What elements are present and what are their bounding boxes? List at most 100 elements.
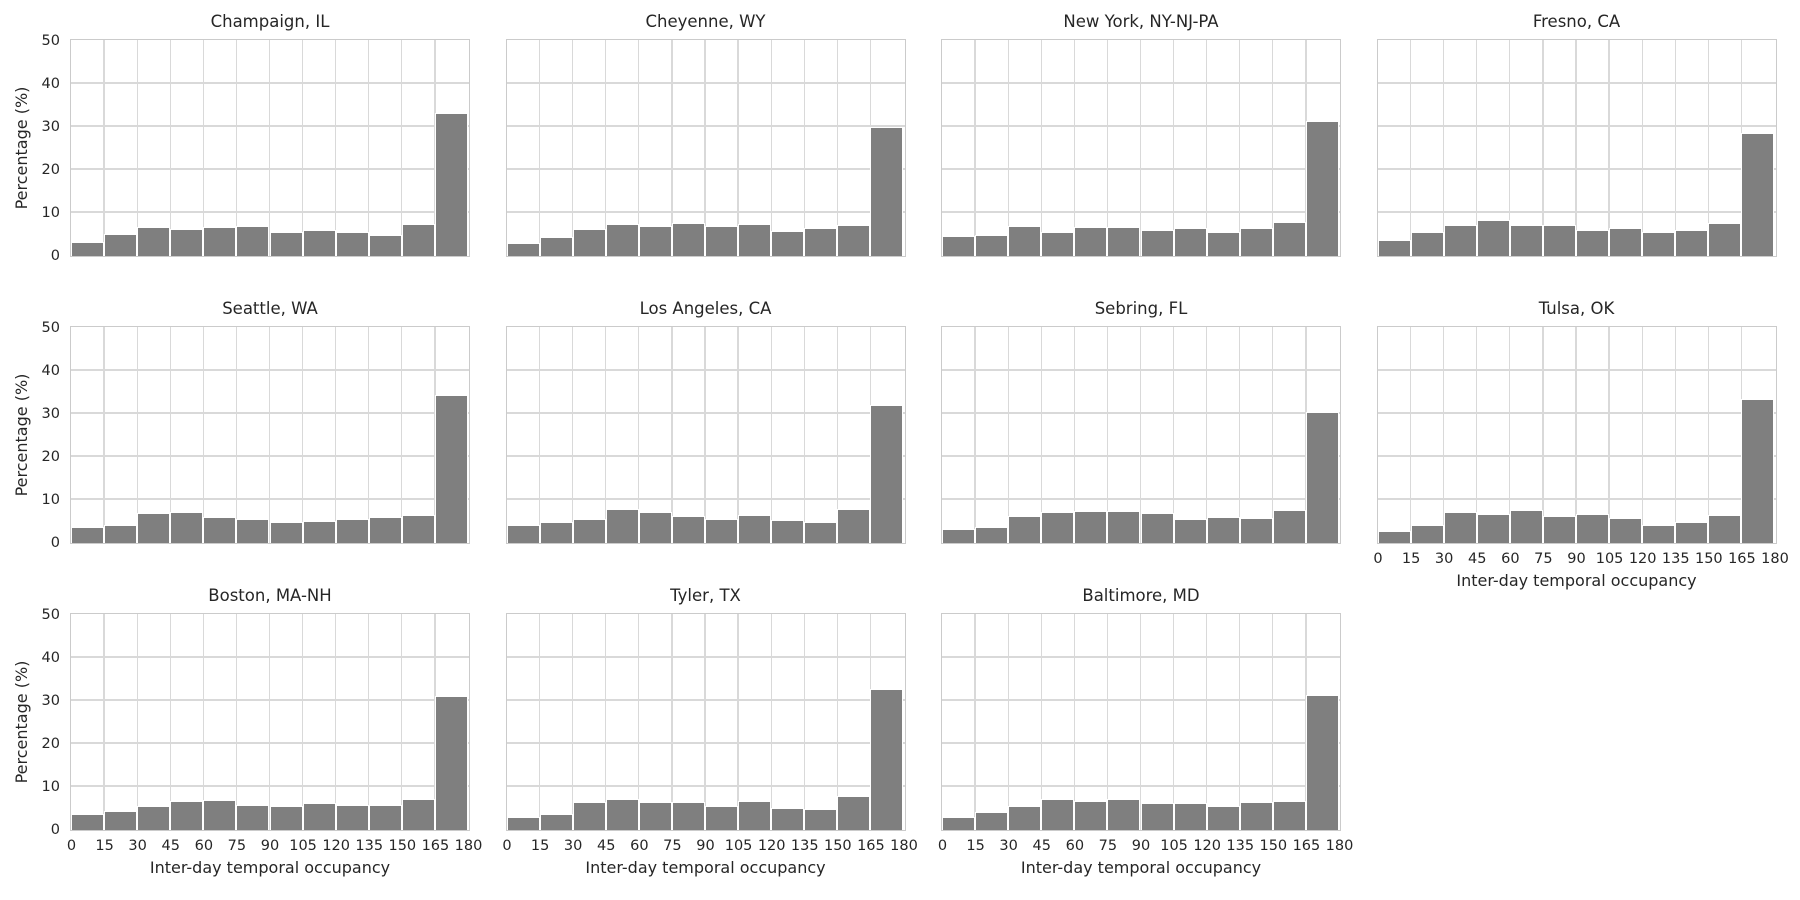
- histogram-bar: [1476, 514, 1510, 543]
- x-tick-label: 150: [388, 838, 417, 854]
- histogram-bar: [1642, 231, 1676, 256]
- x-tick-label: 105: [1160, 838, 1188, 854]
- histogram-bar: [170, 512, 204, 543]
- histogram-bar: [1206, 517, 1240, 543]
- x-tick-label: 180: [1325, 838, 1354, 854]
- y-axis-label: Percentage (%): [12, 660, 31, 784]
- gridline: [1542, 40, 1544, 256]
- gridline: [235, 327, 237, 543]
- gridline: [71, 656, 469, 658]
- gridline: [368, 327, 370, 543]
- gridline: [71, 455, 469, 457]
- gridline: [942, 412, 1340, 414]
- gridline: [202, 327, 204, 543]
- gridline: [942, 168, 1340, 170]
- histogram-bar: [1074, 801, 1108, 830]
- gridline: [1272, 40, 1274, 256]
- gridline: [836, 614, 838, 830]
- histogram-bar: [638, 512, 672, 543]
- histogram-bar: [870, 127, 904, 256]
- gridline: [770, 327, 772, 543]
- gridline: [1073, 40, 1075, 256]
- histogram-bar: [203, 516, 237, 543]
- gridline: [638, 614, 640, 830]
- histogram-bar: [506, 524, 540, 543]
- gridline: [1674, 327, 1676, 543]
- y-tick-label: 30: [41, 692, 60, 709]
- gridline: [71, 82, 469, 84]
- histogram-bar: [1609, 227, 1643, 256]
- plot-area: [505, 613, 906, 831]
- plot-canvas: [942, 40, 1340, 256]
- plot-canvas: [506, 40, 905, 256]
- gridline: [71, 168, 469, 170]
- x-axis-label: Inter-day temporal occupancy: [149, 858, 391, 877]
- gridline: [1040, 40, 1042, 256]
- x-tick-label: 150: [1259, 838, 1288, 854]
- gridline: [1239, 614, 1241, 830]
- histogram-bar: [1741, 398, 1775, 543]
- histogram-bar: [1239, 227, 1273, 256]
- gridline: [942, 785, 1340, 787]
- gridline: [803, 614, 805, 830]
- histogram-bar: [368, 804, 402, 830]
- gridline: [1007, 614, 1009, 830]
- gridline: [401, 327, 403, 543]
- subplot-title: Fresno, CA: [1532, 12, 1621, 31]
- plot-canvas: [71, 327, 469, 543]
- gridline: [1707, 327, 1709, 543]
- histogram-bar: [302, 229, 336, 256]
- histogram-bar: [1410, 231, 1444, 256]
- gridline: [1106, 40, 1108, 256]
- histogram-bar: [104, 811, 138, 830]
- y-tick-label: 10: [41, 204, 60, 221]
- gridline: [638, 40, 640, 256]
- histogram-bar: [572, 802, 606, 830]
- gridline: [737, 614, 739, 830]
- gridline: [1707, 40, 1709, 256]
- x-tick-label: 120: [1628, 551, 1657, 567]
- histogram-bar: [1239, 801, 1273, 830]
- gridline: [268, 40, 271, 256]
- histogram-bar: [1107, 511, 1141, 543]
- histogram-bar: [1074, 227, 1108, 256]
- gridline: [1409, 40, 1412, 256]
- gridline: [572, 327, 574, 543]
- y-tick-label: 40: [41, 649, 60, 666]
- gridline: [136, 40, 138, 256]
- histogram-bar: [975, 234, 1009, 256]
- histogram-bar: [1675, 230, 1709, 256]
- histogram-bar: [705, 518, 739, 543]
- y-axis-label: Percentage (%): [12, 373, 31, 497]
- histogram-bar: [705, 805, 739, 830]
- plot-area: [1376, 39, 1777, 257]
- subplot-title: Tyler, TX: [670, 586, 741, 605]
- gridline: [1206, 327, 1208, 543]
- gridline: [803, 327, 805, 543]
- histogram-bar: [1642, 524, 1676, 543]
- gridline: [71, 699, 469, 701]
- gridline: [638, 327, 640, 543]
- x-tick-label: 15: [966, 838, 985, 854]
- histogram-bar: [137, 226, 171, 256]
- histogram-bar: [1305, 411, 1339, 543]
- histogram-bar: [1041, 798, 1075, 830]
- gridline: [572, 40, 574, 256]
- gridline: [103, 40, 105, 256]
- x-tick-label: 90: [696, 838, 715, 854]
- histogram-bar: [1272, 222, 1306, 256]
- x-tick-label: 120: [322, 838, 350, 854]
- gridline: [671, 614, 673, 830]
- plot-area: [1376, 326, 1777, 544]
- gridline: [335, 327, 337, 543]
- histogram-bar: [837, 795, 871, 830]
- gridline: [942, 82, 1340, 84]
- gridline: [202, 614, 204, 830]
- x-tick-label: 150: [823, 838, 852, 854]
- histogram-bar: [870, 688, 904, 830]
- histogram-bar: [137, 512, 171, 543]
- x-axis-label: Inter-day temporal occupancy: [1020, 858, 1262, 877]
- gridline: [136, 327, 138, 543]
- x-tick-label: 30: [1434, 551, 1454, 567]
